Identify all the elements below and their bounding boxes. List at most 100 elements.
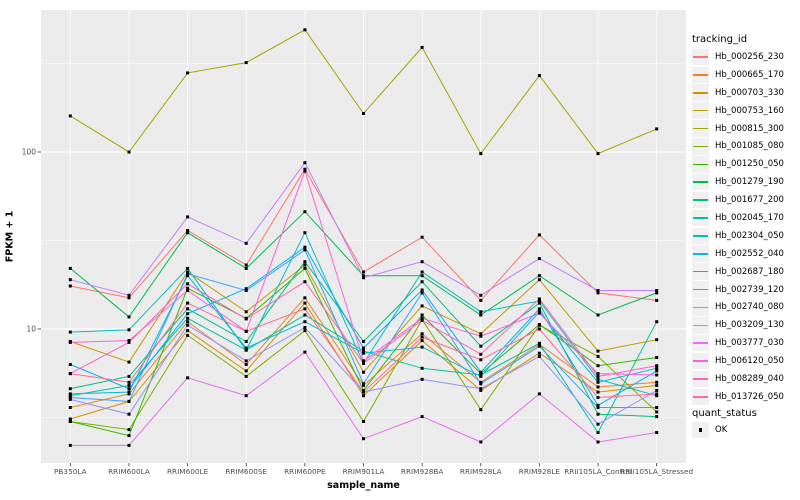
data-point	[303, 231, 307, 235]
data-point	[127, 360, 131, 364]
data-point	[186, 282, 190, 286]
data-point	[655, 415, 659, 419]
data-point	[420, 280, 424, 284]
data-point	[186, 333, 190, 337]
data-point	[362, 370, 365, 374]
data-point	[244, 61, 248, 65]
data-point	[303, 296, 307, 300]
data-point	[362, 276, 365, 280]
data-point	[68, 397, 72, 401]
data-point	[655, 431, 659, 434]
data-point	[537, 301, 541, 305]
data-point	[479, 152, 483, 156]
data-point	[479, 374, 483, 378]
data-point	[186, 229, 190, 232]
data-point	[596, 390, 600, 394]
data-point	[479, 387, 483, 391]
data-point	[655, 320, 659, 324]
data-point	[68, 392, 72, 396]
data-point	[479, 352, 483, 356]
data-point	[655, 364, 659, 368]
data-point	[537, 354, 541, 358]
data-point	[68, 420, 72, 423]
data-point	[596, 431, 600, 434]
data-point	[537, 327, 541, 331]
data-point	[655, 383, 659, 387]
data-point	[596, 152, 600, 156]
data-point	[596, 422, 600, 426]
data-point	[127, 383, 131, 387]
x-tick-label: RRIM928LE	[519, 467, 561, 476]
data-point	[420, 270, 424, 274]
data-point	[479, 382, 483, 386]
data-point	[68, 363, 72, 366]
data-point	[596, 406, 600, 409]
data-point	[596, 396, 600, 399]
data-point	[244, 340, 248, 343]
data-point	[362, 340, 365, 343]
data-point	[479, 293, 483, 297]
data-point	[186, 272, 190, 276]
data-point	[303, 329, 307, 333]
data-point	[303, 161, 307, 165]
data-point	[186, 289, 190, 292]
data-point	[596, 385, 600, 389]
data-point	[127, 428, 131, 432]
data-point	[68, 330, 72, 334]
data-point	[303, 263, 307, 267]
data-point	[655, 127, 659, 131]
data-point	[68, 284, 72, 288]
data-point	[127, 434, 131, 438]
data-point	[68, 114, 72, 118]
data-point	[303, 313, 307, 317]
data-point	[420, 288, 424, 292]
data-point	[655, 289, 659, 292]
data-point	[186, 231, 190, 235]
data-point	[303, 307, 307, 311]
data-point	[420, 335, 424, 339]
data-point	[244, 266, 248, 270]
data-point	[127, 399, 131, 403]
data-point	[655, 373, 659, 377]
y-axis-title: FPKM + 1	[5, 211, 16, 262]
x-tick-label: RRIM600PE	[284, 467, 326, 476]
data-point	[244, 374, 248, 378]
data-point	[68, 387, 72, 391]
data-point	[127, 390, 131, 394]
data-point	[362, 351, 365, 355]
data-point	[186, 320, 190, 324]
data-point	[362, 346, 365, 350]
data-point	[362, 112, 365, 115]
data-point	[303, 28, 307, 32]
data-point	[420, 318, 424, 322]
data-point	[537, 299, 541, 303]
data-point	[420, 377, 424, 381]
data-point	[186, 312, 190, 316]
data-point	[186, 270, 190, 274]
data-point	[362, 361, 365, 365]
data-point	[244, 329, 248, 333]
data-point	[68, 417, 72, 421]
data-point	[420, 291, 424, 295]
data-point	[186, 215, 190, 219]
data-point	[127, 380, 131, 384]
data-point	[420, 366, 424, 370]
data-point	[420, 316, 424, 320]
data-point	[68, 278, 72, 282]
data-point	[303, 169, 307, 173]
data-point	[303, 245, 307, 249]
data-point	[537, 392, 541, 396]
data-point	[479, 310, 483, 314]
data-point	[244, 317, 248, 321]
data-point	[655, 338, 659, 342]
data-point	[362, 274, 365, 278]
data-point	[127, 392, 131, 396]
data-point	[127, 315, 131, 319]
data-point	[420, 339, 424, 343]
data-point	[127, 387, 131, 391]
x-tick-label: RRIM928BA	[401, 467, 444, 476]
data-point	[68, 394, 72, 398]
data-point	[537, 323, 541, 326]
